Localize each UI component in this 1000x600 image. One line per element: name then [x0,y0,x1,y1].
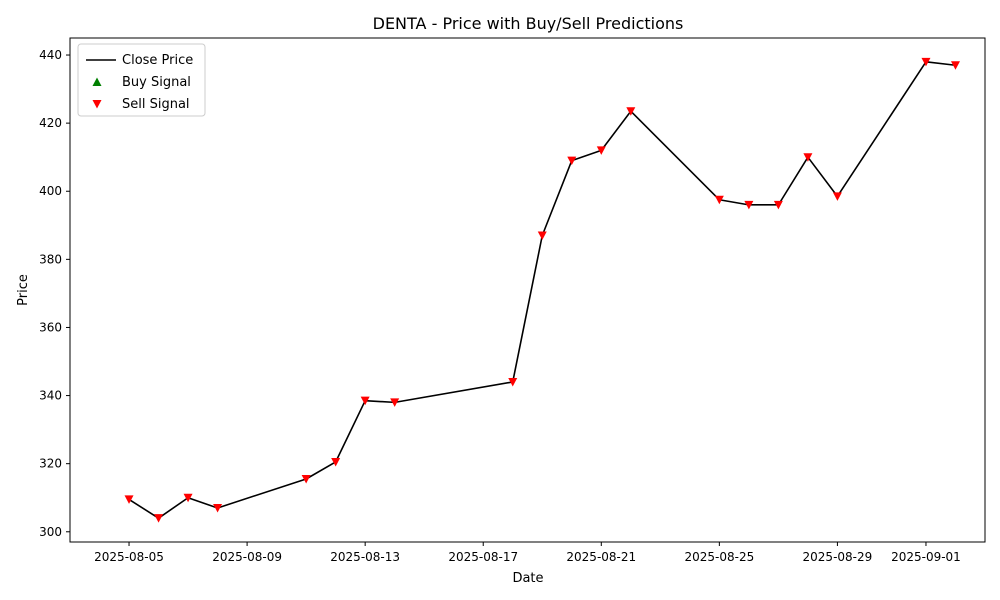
y-axis-label: Price [16,274,31,306]
legend-buy-marker [92,77,102,86]
y-tick-label: 320 [39,457,62,471]
sell-signal-marker [626,107,636,116]
plot-area [124,57,960,523]
y-tick-label: 380 [39,252,62,266]
sell-signal-marker [714,195,724,205]
sell-signal-marker [154,514,164,523]
sell-signal-marker [331,457,341,467]
sell-signal-marker [360,396,370,406]
x-tick-label: 2025-08-17 [448,550,518,564]
legend-label: Close Price [122,53,193,68]
y-tick-label: 400 [39,184,62,198]
x-tick-label: 2025-08-25 [684,550,754,564]
sell-signal-marker [567,156,577,166]
sell-signal-marker [183,493,193,503]
x-axis-label: Date [512,571,543,586]
sell-signal-marker [921,57,931,67]
sell-signal-marker [773,200,783,210]
x-tick-label: 2025-08-21 [566,550,636,564]
legend: Close Price Buy Signal Sell Signal [77,43,206,117]
sell-signal-marker [301,475,311,484]
legend-label: Sell Signal [122,97,190,112]
legend-sell-marker [92,100,102,109]
y-tick-label: 360 [39,320,62,334]
sell-signal-marker [213,503,223,513]
sell-signal-marker [832,192,842,201]
x-tick-label: 2025-09-01 [891,550,961,564]
sell-signal-marker [744,200,754,210]
sell-signal-marker [803,153,813,162]
plot-frame [69,37,986,543]
sell-signal-marker [537,231,547,241]
sell-signal-marker [508,377,518,387]
sell-signal-marker [596,146,606,155]
x-tick-label: 2025-08-09 [212,550,282,564]
x-tick-label: 2025-08-13 [330,550,400,564]
sell-signal-marker [124,495,134,504]
y-tick-label: 340 [39,389,62,403]
sell-signal-marker [950,61,960,70]
y-tick-label: 300 [39,525,62,539]
y-tick-label: 420 [39,116,62,130]
sell-signal-marker [390,398,400,407]
legend-label: Buy Signal [122,75,191,90]
legend-box [77,43,206,117]
x-tick-label: 2025-08-05 [94,550,164,564]
x-tick-label: 2025-08-29 [803,550,873,564]
axes: 2025-08-05 2025-08-09 2025-08-13 2025-08-17… [39,37,986,564]
y-tick-label: 440 [39,48,62,62]
close-price-line [128,61,956,519]
chart-title: DENTA - Price with Buy/Sell Predictions [373,14,684,33]
